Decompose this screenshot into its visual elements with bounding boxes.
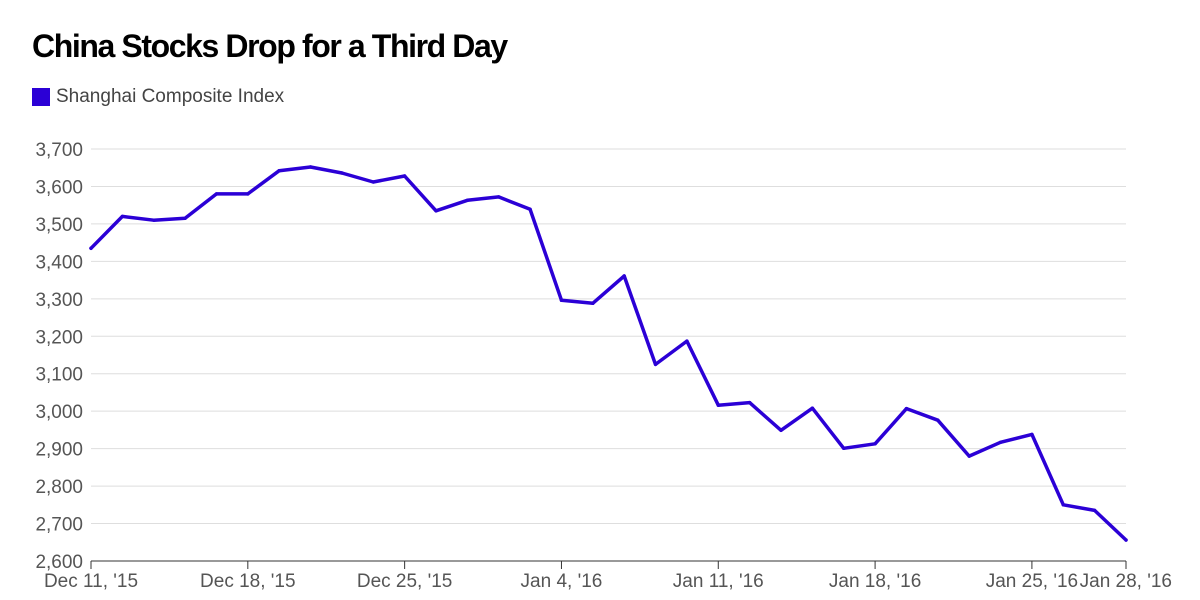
data-point: [465, 198, 470, 203]
data-point: [183, 216, 187, 220]
x-tick-label: Dec 11, '15: [44, 571, 138, 592]
x-tick-label: Dec 25, '15: [357, 571, 453, 592]
series-line: [89, 165, 1128, 542]
data-point: [214, 192, 219, 196]
y-tick-label: 3,500: [35, 215, 83, 236]
data-point: [559, 298, 564, 303]
data-point: [622, 274, 626, 278]
data-point: [591, 301, 595, 306]
x-tick-label: Jan 28, '16: [1080, 571, 1172, 592]
data-point: [497, 195, 501, 199]
y-tick-label: 3,100: [35, 365, 83, 386]
data-point: [528, 207, 532, 212]
data-point: [685, 339, 689, 343]
data-point: [1030, 432, 1034, 437]
data-point: [340, 171, 344, 175]
y-axis: 2,600 2,700 2,800 2,900 3,000 3,100 3,200 3,300…: [35, 140, 83, 573]
x-tick-label: Dec 18, '15: [200, 571, 296, 592]
legend: Shanghai Composite Index: [32, 86, 284, 108]
data-point: [246, 192, 250, 196]
x-tick-label: Jan 11, '16: [673, 571, 764, 592]
gridlines: [91, 148, 1126, 562]
data-point: [810, 406, 815, 410]
series-group: [89, 165, 1128, 542]
data-point: [1061, 503, 1065, 507]
data-point: [1124, 538, 1128, 542]
data-point: [967, 454, 971, 458]
x-tick-label: Jan 4, '16: [521, 571, 603, 592]
data-point: [1092, 508, 1097, 513]
data-point: [653, 362, 658, 367]
data-point: [120, 214, 125, 219]
y-tick-label: 3,700: [35, 140, 83, 161]
legend-label: Shanghai Composite Index: [56, 86, 285, 107]
x-tick-label: Jan 25, '16: [986, 571, 1078, 592]
legend-swatch: [32, 88, 50, 106]
x-axis: Dec 11, '15 Dec 18, '15 Dec 25, '15 Jan 4, …: [44, 561, 1172, 592]
y-tick-label: 3,200: [35, 327, 83, 348]
y-tick-label: 3,000: [35, 402, 83, 423]
y-tick-label: 2,700: [35, 515, 83, 536]
data-point: [873, 442, 877, 446]
data-point: [434, 209, 438, 213]
chart-title: China Stocks Drop for a Third Day: [32, 28, 508, 64]
data-point: [371, 180, 375, 184]
data-point: [308, 165, 313, 169]
data-point: [936, 418, 940, 422]
data-point: [277, 169, 281, 173]
y-tick-label: 2,600: [35, 552, 83, 573]
y-tick-label: 3,600: [35, 177, 83, 198]
data-point: [904, 406, 909, 411]
data-point: [152, 218, 156, 222]
y-tick-label: 3,300: [35, 290, 83, 311]
x-tick-label: Jan 18, '16: [829, 571, 921, 592]
y-tick-label: 2,900: [35, 440, 83, 461]
data-point: [842, 446, 846, 450]
data-point: [998, 440, 1003, 444]
y-tick-label: 3,400: [35, 252, 83, 273]
data-point: [747, 400, 752, 405]
data-point: [779, 428, 783, 432]
data-point: [402, 174, 407, 178]
data-point: [716, 403, 720, 407]
y-tick-label: 2,800: [35, 477, 83, 498]
data-point: [89, 246, 93, 250]
